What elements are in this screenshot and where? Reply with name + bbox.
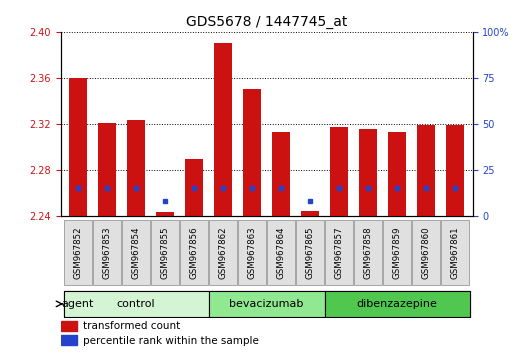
Bar: [389, 132, 406, 216]
Bar: [301, 211, 319, 216]
FancyBboxPatch shape: [238, 220, 266, 285]
Text: percentile rank within the sample: percentile rank within the sample: [83, 336, 259, 346]
FancyBboxPatch shape: [93, 220, 121, 285]
FancyBboxPatch shape: [151, 220, 179, 285]
FancyBboxPatch shape: [122, 220, 150, 285]
Bar: [447, 125, 464, 216]
FancyBboxPatch shape: [63, 291, 209, 316]
Bar: [185, 159, 203, 216]
Bar: [214, 43, 232, 216]
Text: GSM967856: GSM967856: [190, 226, 199, 279]
FancyBboxPatch shape: [64, 220, 92, 285]
FancyBboxPatch shape: [412, 220, 440, 285]
Bar: [69, 78, 87, 216]
Bar: [360, 130, 377, 216]
FancyBboxPatch shape: [325, 291, 470, 316]
Text: transformed count: transformed count: [83, 321, 181, 331]
Text: dibenzazepine: dibenzazepine: [357, 299, 438, 309]
Title: GDS5678 / 1447745_at: GDS5678 / 1447745_at: [186, 16, 347, 29]
FancyBboxPatch shape: [296, 220, 324, 285]
Text: GSM967861: GSM967861: [451, 226, 460, 279]
Bar: [243, 89, 261, 216]
FancyBboxPatch shape: [441, 220, 469, 285]
Text: GSM967865: GSM967865: [306, 226, 315, 279]
Text: control: control: [117, 299, 155, 309]
FancyBboxPatch shape: [180, 220, 208, 285]
FancyBboxPatch shape: [63, 291, 470, 316]
Bar: [156, 212, 174, 216]
FancyBboxPatch shape: [354, 220, 382, 285]
Bar: [331, 127, 348, 216]
FancyBboxPatch shape: [267, 220, 295, 285]
Bar: [418, 125, 435, 216]
Text: GSM967864: GSM967864: [277, 226, 286, 279]
Text: bevacizumab: bevacizumab: [230, 299, 304, 309]
Text: GSM967855: GSM967855: [161, 226, 169, 279]
FancyBboxPatch shape: [209, 220, 237, 285]
Text: GSM967863: GSM967863: [248, 226, 257, 279]
Text: GSM967853: GSM967853: [102, 226, 111, 279]
Text: GSM967860: GSM967860: [422, 226, 431, 279]
Bar: [272, 132, 290, 216]
FancyBboxPatch shape: [325, 220, 353, 285]
FancyBboxPatch shape: [383, 220, 411, 285]
Text: GSM967858: GSM967858: [364, 226, 373, 279]
Text: GSM967862: GSM967862: [219, 226, 228, 279]
Bar: [61, 335, 77, 346]
Text: GSM967859: GSM967859: [393, 226, 402, 279]
Bar: [98, 122, 116, 216]
Bar: [127, 120, 145, 216]
Text: GSM967852: GSM967852: [73, 226, 82, 279]
FancyBboxPatch shape: [209, 291, 325, 316]
Text: agent: agent: [61, 299, 93, 309]
Text: GSM967854: GSM967854: [131, 226, 140, 279]
Bar: [61, 321, 77, 331]
Text: GSM967857: GSM967857: [335, 226, 344, 279]
